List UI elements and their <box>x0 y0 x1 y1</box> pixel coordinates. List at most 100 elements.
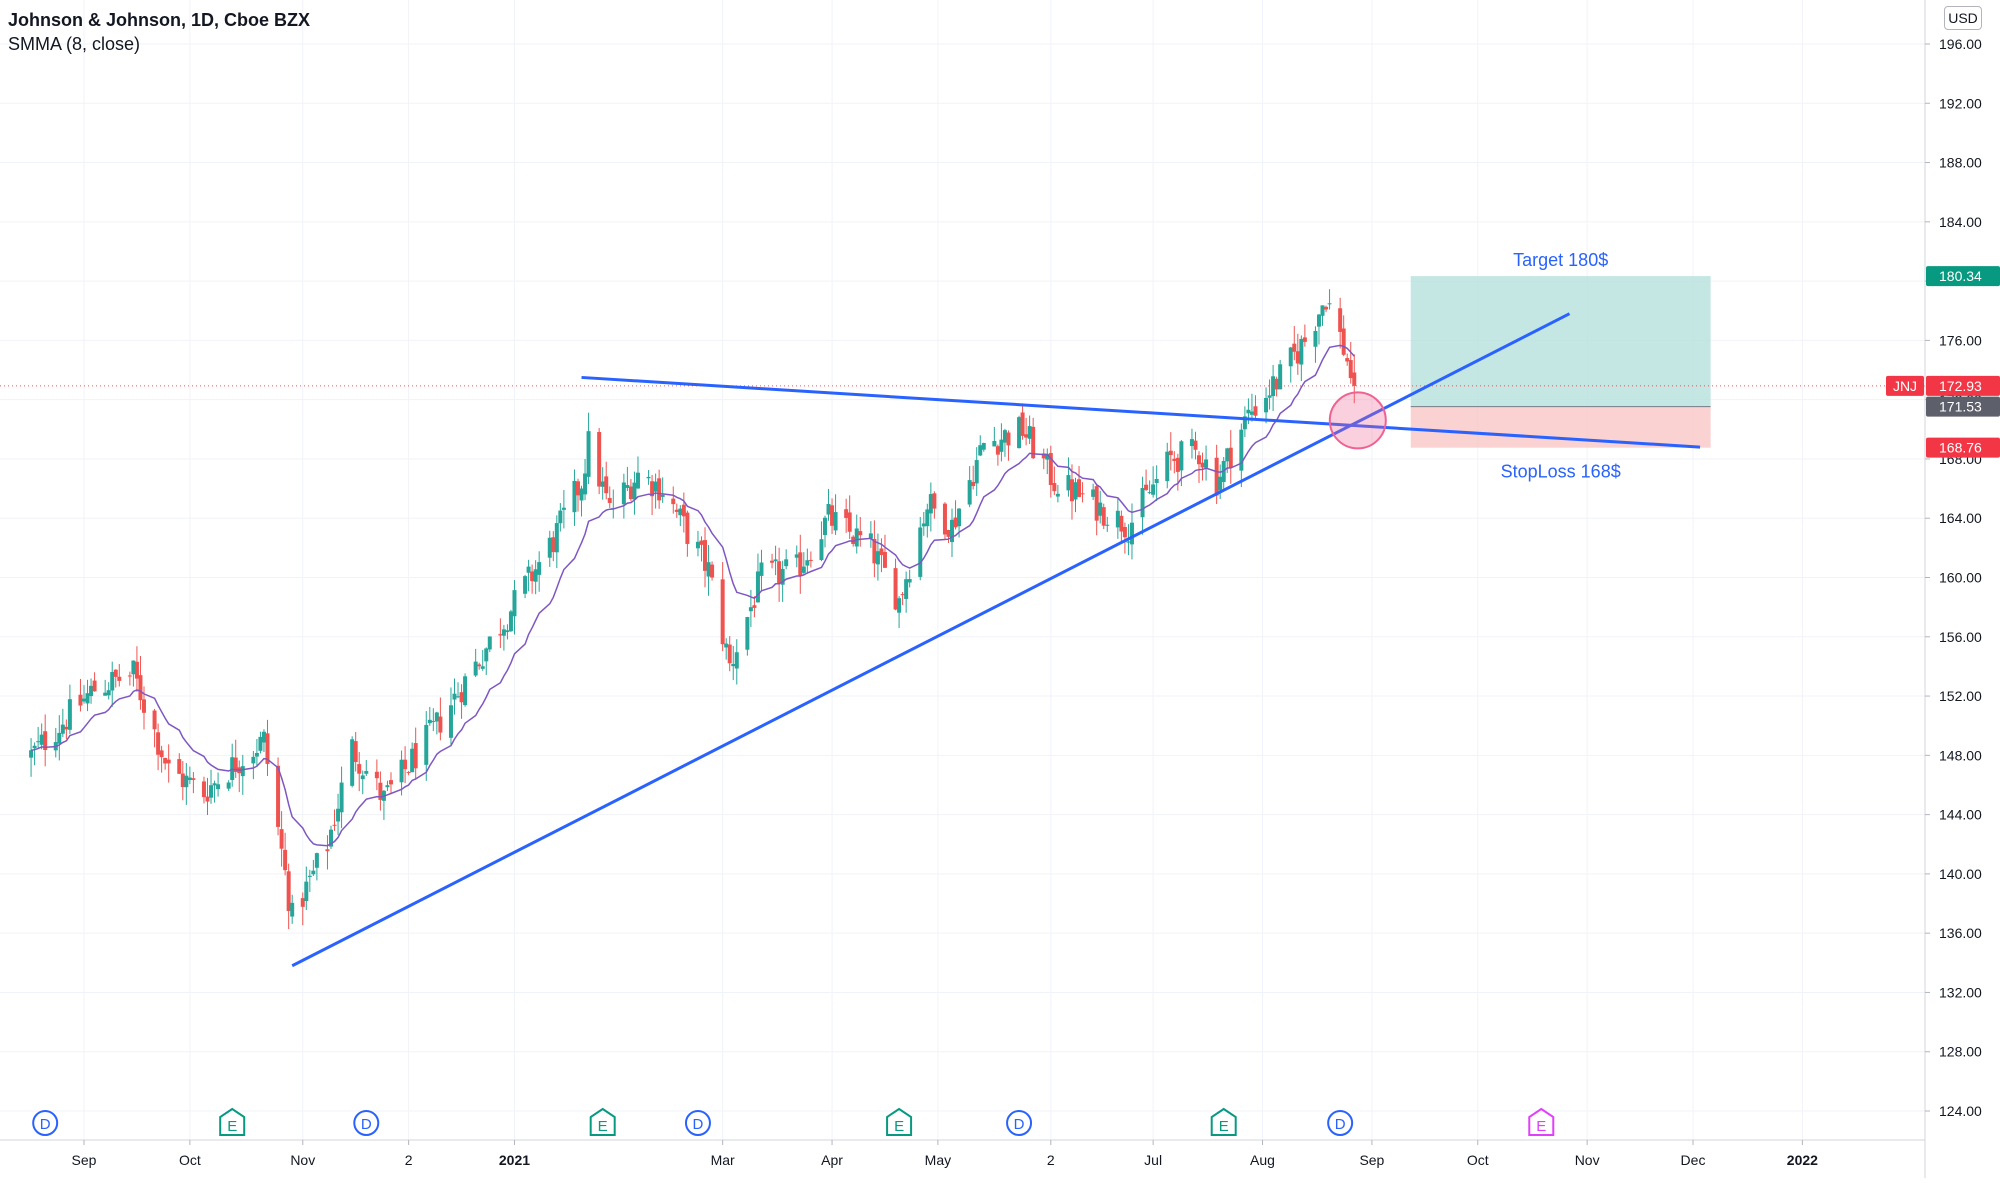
time-axis[interactable]: Sep Oct Nov 2 2021 Mar Apr May 2 Jul Aug Sep Oct Nov D… <box>0 1139 1925 1168</box>
candle-body <box>1197 455 1202 465</box>
candle-body <box>265 733 270 764</box>
candle-body <box>448 705 453 738</box>
candle-body <box>971 481 976 487</box>
candle-body <box>851 536 856 545</box>
candle-body <box>1024 434 1029 438</box>
earnings-shape <box>219 1107 246 1136</box>
candle-body <box>473 661 478 676</box>
candle-body <box>600 481 605 487</box>
candle-body <box>216 784 221 790</box>
candle-body <box>374 771 379 779</box>
price-axis[interactable]: 124.00 128.00 132.00 136.00 140.00 144.00 148.… <box>1924 0 2000 1178</box>
price-tick-label: 140.00 <box>1939 866 1982 882</box>
candle-body <box>572 480 577 513</box>
candle-body <box>438 716 443 733</box>
candle-body <box>36 741 41 743</box>
candle-body <box>261 731 266 743</box>
candle-body <box>635 472 640 489</box>
candle-body <box>180 773 185 788</box>
candle-body <box>1048 453 1053 485</box>
candle-body <box>141 699 146 713</box>
candle-body <box>424 724 429 765</box>
candle-body <box>551 537 556 553</box>
earnings-letter: E <box>894 1118 904 1135</box>
dividend-event-icon: D <box>1006 1110 1033 1136</box>
ticker-tag-bg <box>1886 375 1924 396</box>
candle-body <box>501 629 506 636</box>
candle-body <box>60 724 65 734</box>
candle-body <box>431 721 436 723</box>
candle-body <box>427 719 432 724</box>
candle-body <box>385 785 390 788</box>
candle-body <box>1299 338 1304 365</box>
dividend-letter: D <box>1335 1116 1346 1133</box>
candle-body <box>113 669 118 677</box>
currency-button[interactable]: USD <box>1944 6 1982 30</box>
price-tick-label: 156.00 <box>1939 629 1982 645</box>
last-price-label-text: 172.93 <box>1939 378 1982 394</box>
candle-body <box>678 508 683 516</box>
candle-body <box>357 764 362 774</box>
chart-legend[interactable]: Johnson & Johnson, 1D, Cboe BZX SMMA (8,… <box>8 8 310 56</box>
candle-body <box>981 442 986 450</box>
candle-body <box>847 512 852 532</box>
candle-body <box>734 652 739 669</box>
time-tick-label: Sep <box>1359 1152 1384 1168</box>
candle-body <box>897 598 902 613</box>
candle-body <box>942 503 947 535</box>
candle-body <box>1129 522 1134 545</box>
candle-body <box>625 485 630 488</box>
entry-price-label-bg <box>1926 396 2000 417</box>
candle-body <box>1140 488 1145 518</box>
candle-body <box>1288 347 1293 367</box>
candle-body <box>350 739 355 786</box>
candle-body <box>498 634 503 636</box>
smma-line <box>30 344 1355 847</box>
price-tick-label: 192.00 <box>1939 95 1982 111</box>
candle-body <box>974 460 979 484</box>
indicator-title[interactable]: SMMA (8, close) <box>8 34 141 54</box>
ticker-tag: JNJ <box>1886 375 1924 396</box>
candle-body <box>875 551 880 565</box>
dividend-circle <box>684 1110 711 1136</box>
trendlines[interactable] <box>291 312 1701 968</box>
candle-body <box>276 765 281 827</box>
candle-body <box>163 757 168 764</box>
candle-body <box>808 559 813 561</box>
stop-price-label: 168.76 <box>1926 437 2000 458</box>
long-position-tool[interactable]: Target 180$ StopLoss 168$ <box>1410 250 1711 482</box>
stop-price-label-bg <box>1926 437 2000 458</box>
time-tick-label: Nov <box>1575 1152 1600 1168</box>
candle-body <box>336 808 341 822</box>
candle-body <box>1168 450 1173 456</box>
candle-body <box>978 445 983 456</box>
candle-body <box>452 693 457 700</box>
candle-body <box>1316 314 1321 327</box>
candle-body <box>706 562 711 577</box>
candle-body <box>89 685 94 697</box>
dividend-letter: D <box>361 1116 372 1133</box>
candle-body <box>1295 351 1300 364</box>
candle-body <box>212 783 217 786</box>
candle-body <box>1006 432 1011 446</box>
target-price-label-bg <box>1926 266 2000 287</box>
symbol-title[interactable]: Johnson & Johnson, 1D, Cboe BZX <box>8 10 311 30</box>
price-axis-labels: 180.34 172.93 171.53 168.76 JNJ <box>1886 266 2000 458</box>
candle-body <box>103 692 108 696</box>
candle-body <box>1278 364 1283 390</box>
candle-body <box>1073 482 1078 500</box>
candle-body <box>1239 429 1244 471</box>
candle-body <box>1098 502 1103 516</box>
candle-body <box>530 571 535 582</box>
candle-body <box>755 571 760 603</box>
candle-body <box>1172 458 1177 461</box>
candle-body <box>868 533 873 539</box>
candle-body <box>92 680 97 692</box>
candle-body <box>1165 451 1170 482</box>
candle-body <box>1189 439 1194 447</box>
candle-body <box>858 531 863 536</box>
highlight-circle[interactable] <box>1328 391 1387 450</box>
